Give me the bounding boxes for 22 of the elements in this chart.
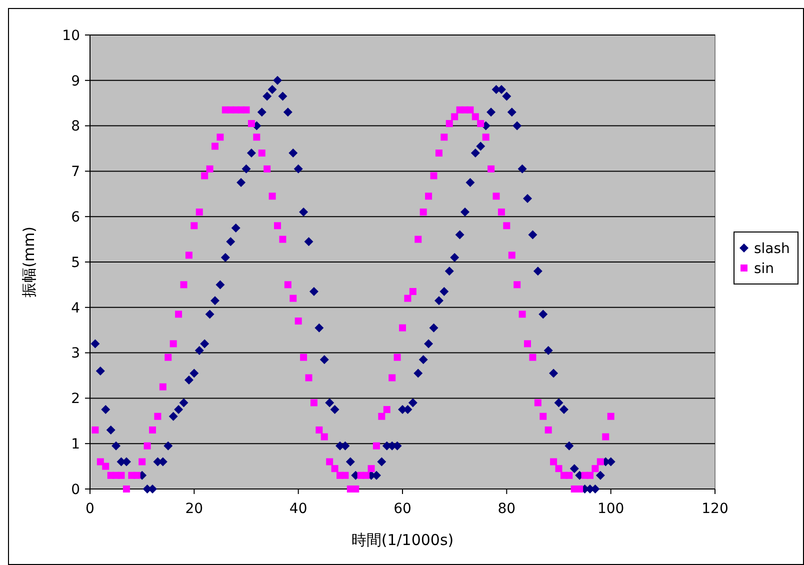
y-tick-label: 3 — [71, 346, 80, 362]
y-axis-title: 振幅(mm) — [20, 226, 38, 298]
y-tick-label: 0 — [71, 482, 80, 498]
y-tick-label: 5 — [71, 254, 80, 271]
x-tick-label: 40 — [289, 501, 308, 517]
y-tick-label: 8 — [71, 118, 80, 135]
x-tick-label: 80 — [498, 501, 516, 517]
y-tick-label: 6 — [71, 210, 80, 226]
x-tick-label: 0 — [86, 501, 94, 517]
y-tick-label: 7 — [71, 164, 80, 180]
x-tick-label: 100 — [597, 501, 624, 517]
legend-label: sin — [754, 260, 774, 277]
x-tick-label: 20 — [185, 501, 204, 517]
y-tick-label: 4 — [71, 300, 80, 316]
y-tick-label: 1 — [71, 436, 80, 452]
y-tick-label: 10 — [62, 28, 80, 44]
y-tick-label: 2 — [71, 391, 80, 408]
y-tick-label: 9 — [71, 73, 80, 90]
legend-label: slash — [754, 240, 790, 257]
x-tick-label: 120 — [702, 501, 728, 517]
x-axis-title: 時間(1/1000s) — [351, 531, 454, 549]
x-tick-label: 60 — [394, 501, 412, 517]
